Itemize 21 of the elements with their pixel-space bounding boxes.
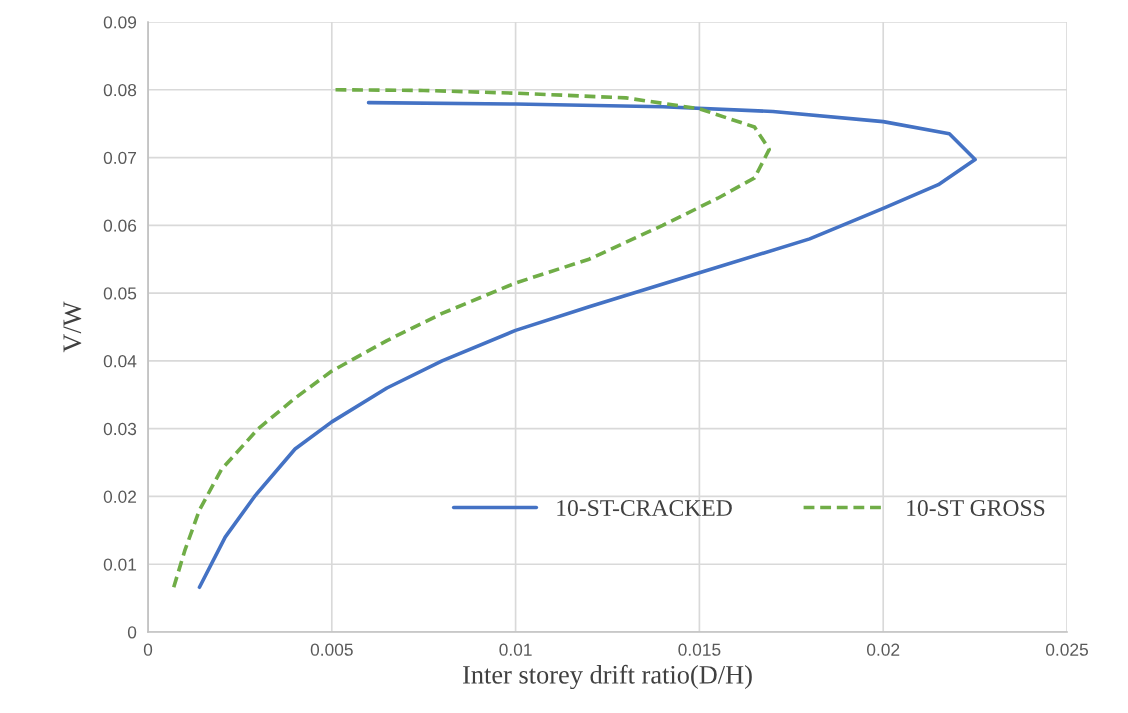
y-tick-label: 0.01 [103, 558, 137, 571]
y-tick-label: 0.06 [103, 219, 137, 232]
x-tick-label: 0.02 [866, 643, 900, 656]
x-tick-label: 0.005 [310, 643, 353, 656]
y-tick-label: 0.05 [103, 287, 137, 300]
x-tick-label: 0.01 [499, 643, 532, 656]
x-tick-label: 0.015 [678, 643, 721, 656]
y-tick-label: 0.04 [103, 355, 137, 368]
x-axis-title: Inter storey drift ratio(D/H) [463, 664, 752, 690]
x-tick-label: 0.025 [1045, 643, 1088, 656]
legend-label: 10-ST GROSS [907, 500, 1045, 516]
y-tick-label: 0.07 [103, 151, 137, 165]
y-tick-label: 0.02 [103, 490, 137, 503]
y-tick-label: 0.08 [103, 83, 137, 97]
y-tick-label: 0 [127, 626, 137, 639]
y-tick-label: 0.09 [103, 16, 137, 29]
y-axis-title: V/W [63, 301, 82, 353]
y-tick-label: 0.03 [103, 422, 137, 436]
line-series [171, 87, 772, 590]
legend-label: 10-ST-CRACKED [557, 500, 732, 516]
x-tick-label: 0 [143, 643, 153, 656]
